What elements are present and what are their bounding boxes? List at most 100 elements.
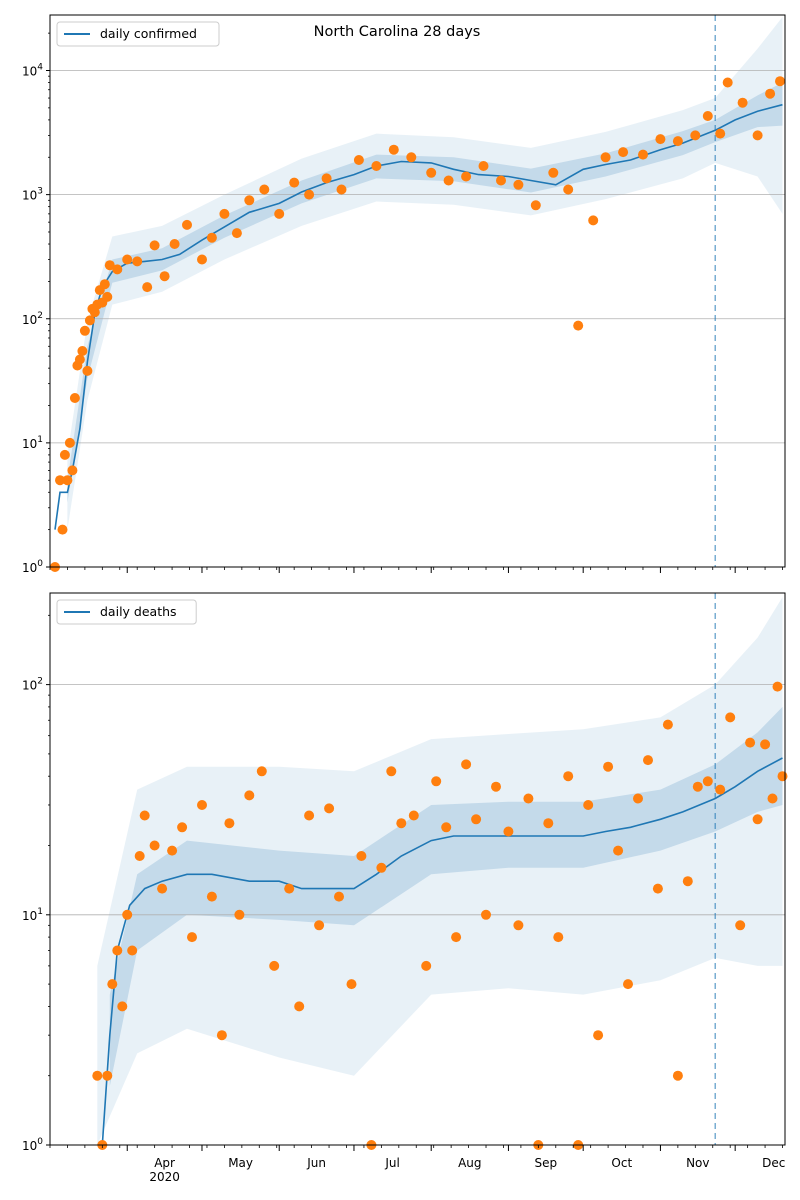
observed-point: [426, 167, 437, 178]
observed-point: [122, 254, 133, 265]
observed-point: [324, 803, 335, 814]
observed-point: [682, 876, 693, 887]
observed-point: [421, 960, 432, 971]
observed-point: [167, 845, 178, 856]
axes-frame: [49, 14, 786, 568]
observed-point: [396, 818, 407, 829]
observed-point: [777, 771, 788, 782]
legend-box: [56, 599, 197, 625]
observed-point: [471, 814, 482, 825]
band-outer: [97, 597, 783, 1145]
legend: daily confirmed: [56, 21, 220, 47]
observed-point: [127, 945, 138, 956]
observed-point: [206, 891, 217, 902]
y-tick-label: 100: [22, 1137, 43, 1153]
observed-point: [441, 822, 452, 833]
observed-point: [321, 173, 332, 184]
observed-point: [353, 155, 364, 165]
observed-point: [523, 793, 534, 804]
x-tick-label: Oct: [611, 1156, 632, 1170]
observed-point: [503, 826, 514, 837]
y-axis: 100 101 102 103 104: [22, 32, 50, 575]
observed-point: [132, 256, 143, 267]
observed-point: [513, 179, 524, 190]
observed-point: [112, 264, 123, 275]
observed-point: [77, 346, 88, 356]
observed-point: [613, 845, 624, 856]
observed-point: [159, 271, 170, 282]
observed-point: [451, 932, 462, 943]
observed-point: [765, 88, 776, 99]
observed-point: [82, 365, 93, 376]
observed-point: [725, 712, 736, 723]
observed-point: [259, 184, 270, 195]
y-tick-label: 101: [22, 435, 43, 451]
observed-point: [715, 128, 726, 139]
observed-point: [104, 260, 115, 271]
observed-point: [57, 524, 68, 535]
observed-point: [157, 883, 168, 894]
grid-lines: [50, 593, 785, 1145]
chart-confirmed: 100 101 102 103 104 North Carolina 28 days d…: [22, 14, 786, 575]
observed-point: [55, 475, 65, 486]
x-tick-label: Sep: [535, 1156, 558, 1170]
observed-point: [334, 891, 344, 902]
observed-point: [187, 932, 197, 943]
axes-frame: [49, 592, 786, 1146]
series-layer: [101, 757, 783, 1146]
observed-point: [553, 932, 564, 943]
y-tick-label: 103: [22, 187, 43, 203]
y-tick-label: 102: [22, 311, 43, 327]
observed-point: [231, 228, 242, 239]
band-inner: [109, 706, 783, 1087]
observed-point: [216, 1030, 227, 1041]
confidence-bands: [97, 597, 783, 1145]
confidence-bands: [67, 17, 783, 530]
observed-point: [64, 437, 75, 448]
observed-point: [600, 152, 611, 163]
observed-point: [655, 134, 666, 145]
x-tick-label: Nov: [686, 1156, 709, 1170]
observed-point: [772, 681, 783, 692]
observed-point: [62, 475, 73, 486]
observed-point: [593, 1030, 604, 1041]
observed-point: [314, 920, 325, 931]
observed-point: [752, 130, 763, 141]
observed-point: [107, 979, 118, 990]
observed-point: [461, 171, 472, 182]
observed-point: [139, 810, 150, 821]
observed-point: [752, 814, 763, 825]
observed-points: [92, 681, 788, 1150]
observed-point: [304, 810, 315, 821]
observed-point: [443, 175, 454, 186]
observed-point: [735, 920, 746, 931]
x-tick-label: Jul: [384, 1156, 399, 1170]
observed-point: [224, 818, 235, 829]
observed-point: [336, 184, 347, 195]
chart-title: North Carolina 28 days: [314, 24, 481, 40]
observed-point: [775, 76, 785, 87]
x-axis: [49, 567, 783, 573]
observed-point: [386, 766, 397, 777]
observed-point: [633, 793, 643, 804]
observed-point: [177, 822, 188, 833]
observed-point: [346, 979, 357, 990]
chart-deaths: 100 101 102 Apr May Jun Jul Aug Sep Oct Nov Dec 20…: [22, 592, 788, 1184]
observed-point: [563, 184, 574, 195]
observed-point: [67, 465, 78, 476]
observed-point: [573, 320, 584, 331]
observed-point: [284, 883, 295, 894]
observed-point: [274, 208, 285, 219]
y-tick-label: 100: [22, 559, 43, 575]
observed-point: [142, 282, 153, 293]
observed-point: [356, 851, 367, 861]
observed-point: [269, 960, 280, 971]
x-tick-label: Dec: [762, 1156, 785, 1170]
observed-point: [102, 291, 113, 302]
observed-point: [197, 800, 207, 810]
observed-point: [289, 177, 300, 188]
y-tick-label: 104: [22, 63, 43, 79]
observed-point: [478, 161, 489, 171]
band-inner: [67, 82, 783, 503]
